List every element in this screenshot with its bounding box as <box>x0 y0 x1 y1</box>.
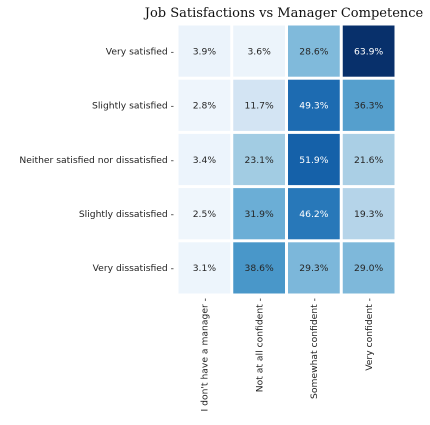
cell-value-label-r2-c3: 21.6% <box>354 155 383 166</box>
heatmap-cell-r4-c1 <box>233 242 285 294</box>
heatmap-cell-r0-c3 <box>342 25 395 77</box>
row-label-neither-satisfied-nor-dissatisfied: Neither satisfied nor dissatisfied - <box>19 155 174 166</box>
cell-value-label-r2-c2: 51.9% <box>299 155 328 166</box>
heatmap-cell-r1-c1 <box>233 79 285 131</box>
cell-value-label-r4-c0: 3.1% <box>193 263 217 274</box>
cell-value-label-r1-c3: 36.3% <box>354 101 383 112</box>
column-label-very-confident: Very confident - <box>364 298 375 371</box>
column-label-not-at-all-confident: Not at all confident - <box>254 298 265 392</box>
column-label-i-don-t-have-a-manager: I don't have a manager - <box>200 298 211 412</box>
row-label-slightly-dissatisfied: Slightly dissatisfied - <box>79 209 174 220</box>
cell-value-label-r1-c1: 11.7% <box>245 101 274 112</box>
column-tick-labels: I don't have a manager - Not at all confi… <box>200 298 375 412</box>
row-label-very-satisfied: Very satisfied - <box>106 46 174 57</box>
row-tick-labels: Very satisfied - Slightly satisfied - Neit… <box>19 46 174 274</box>
heatmap-cell-r2-c0 <box>178 133 231 186</box>
cell-value-label-r2-c0: 3.4% <box>193 155 217 166</box>
heatmap-cell-r0-c1 <box>233 25 285 77</box>
heatmap-cell-labels: 3.9% 3.6% 28.6% 63.9% 2.8% 11.7% 49.3% 36.3% 3.4… <box>193 46 384 274</box>
cell-value-label-r3-c2: 46.2% <box>299 209 328 220</box>
cell-value-label-r2-c1: 23.1% <box>245 155 274 166</box>
heatmap-cell-r1-c2 <box>288 79 340 131</box>
heatmap-cell-r2-c3 <box>342 133 395 186</box>
heatmap-cell-r0-c2 <box>288 25 340 77</box>
cell-value-label-r0-c0: 3.9% <box>193 46 217 57</box>
row-label-slightly-satisfied: Slightly satisfied - <box>92 101 174 112</box>
cell-value-label-r3-c3: 19.3% <box>354 209 383 220</box>
heatmap-cell-r1-c3 <box>342 79 395 131</box>
row-label-very-dissatisfied: Very dissatisfied - <box>93 263 174 274</box>
heatmap-cell-r4-c3 <box>342 242 395 294</box>
heatmap-cell-r4-c0 <box>178 242 231 294</box>
cell-value-label-r0-c2: 28.6% <box>299 46 328 57</box>
heatmap-cell-r2-c2 <box>288 133 340 186</box>
cell-value-label-r1-c0: 2.8% <box>193 101 217 112</box>
chart-title: Job Satisfactions vs Manager Competence <box>143 6 424 21</box>
heatmap-cell-r1-c0 <box>178 79 231 131</box>
cell-value-label-r3-c0: 2.5% <box>193 209 217 220</box>
cell-value-label-r4-c2: 29.3% <box>299 263 328 274</box>
cell-value-label-r4-c3: 29.0% <box>354 263 383 274</box>
cell-value-label-r1-c2: 49.3% <box>299 101 328 112</box>
heatmap-cell-r4-c2 <box>288 242 340 294</box>
heatmap-cell-r3-c3 <box>342 188 395 240</box>
heatmap-cell-r2-c1 <box>233 133 285 186</box>
column-label-somewhat-confident: Somewhat confident - <box>309 298 320 399</box>
heatmap-cell-r3-c0 <box>178 188 231 240</box>
heatmap-cell-r3-c2 <box>288 188 340 240</box>
cell-value-label-r4-c1: 38.6% <box>245 263 274 274</box>
heatmap-cell-r0-c0 <box>178 25 231 77</box>
cell-value-label-r0-c1: 3.6% <box>247 46 271 57</box>
cell-value-label-r0-c3: 63.9% <box>354 46 383 57</box>
heatmap-cell-r3-c1 <box>233 188 285 240</box>
heatmap-cells <box>178 25 395 294</box>
cell-value-label-r3-c1: 31.9% <box>245 209 274 220</box>
